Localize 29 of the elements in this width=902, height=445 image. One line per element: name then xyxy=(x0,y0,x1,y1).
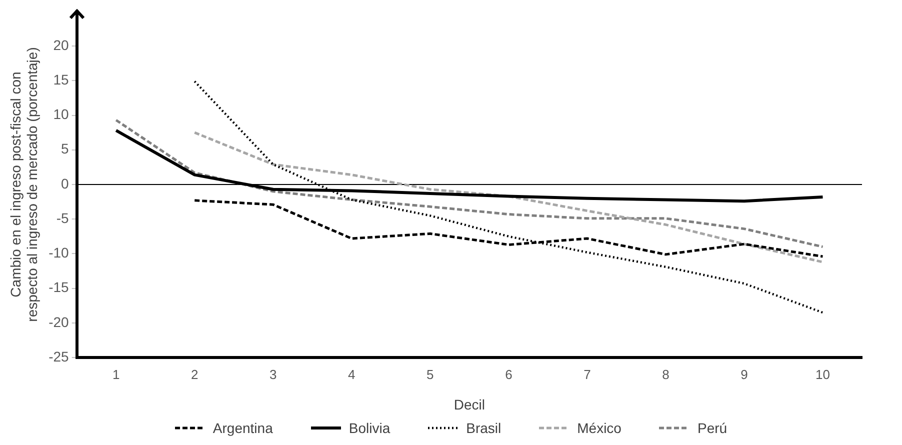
y-tick-label: -15 xyxy=(48,279,70,296)
line-series xyxy=(114,118,824,248)
legend-label: Bolivia xyxy=(348,420,390,436)
y-tick-label: -25 xyxy=(48,348,70,364)
x-tick-label: 1 xyxy=(112,366,120,382)
legend-label: Argentina xyxy=(212,420,273,436)
x-tick-label: 6 xyxy=(505,366,512,382)
y-tick-label: 0 xyxy=(61,175,70,192)
y-tick-label: 15 xyxy=(53,72,70,88)
y-tick-label: 20 xyxy=(53,36,70,53)
x-tick-label: 8 xyxy=(662,366,670,382)
y-tick-label: 10 xyxy=(53,106,70,122)
x-axis-title: Decil xyxy=(454,396,485,412)
x-tick-label: 3 xyxy=(270,366,277,382)
x-tick-label: 9 xyxy=(740,366,748,382)
x-tick-label: 10 xyxy=(816,366,830,382)
x-tick-label: 7 xyxy=(584,366,591,382)
legend-label: México xyxy=(577,420,622,436)
y-tick-label: -20 xyxy=(48,314,70,330)
y-tick-label: 5 xyxy=(61,140,70,157)
y-axis-title: Cambio en el ingreso post-fiscal con respecto al ingreso de mercado (porcentaje) xyxy=(7,47,40,322)
legend-label: Perú xyxy=(697,420,728,436)
x-tick-label: 2 xyxy=(190,366,198,382)
legend-label: Brasil xyxy=(466,420,502,436)
x-tick-label: 4 xyxy=(348,366,356,382)
y-tick-label: -10 xyxy=(48,244,70,261)
x-tick-label: 5 xyxy=(426,366,434,382)
y-tick-label: -5 xyxy=(56,210,70,226)
line-series xyxy=(193,131,824,264)
